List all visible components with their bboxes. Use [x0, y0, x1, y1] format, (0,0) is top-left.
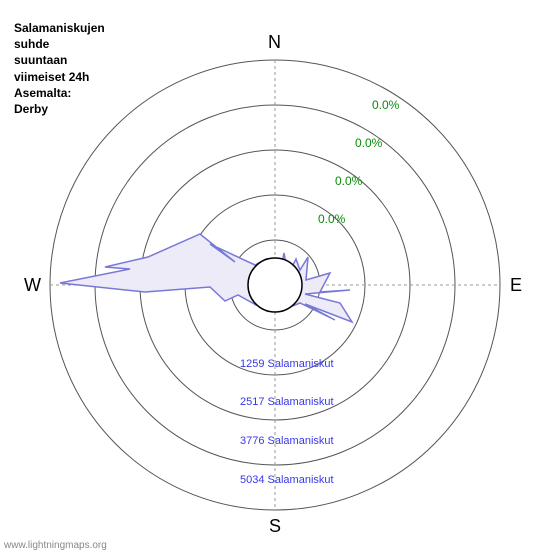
- percentage-label: 0.0%: [372, 98, 399, 112]
- chart-title: Salamaniskujen suhde suuntaan viimeiset …: [14, 20, 105, 117]
- title-line: suuntaan: [14, 53, 67, 67]
- compass-south: S: [269, 516, 281, 537]
- percentage-label: 0.0%: [335, 174, 362, 188]
- compass-east: E: [510, 275, 522, 296]
- percentage-label: 0.0%: [355, 136, 382, 150]
- title-line: suhde: [14, 37, 49, 51]
- title-line: Salamaniskujen: [14, 21, 105, 35]
- strike-count-label: 3776 Salamaniskut: [240, 435, 334, 447]
- percentage-label: 0.0%: [318, 212, 345, 226]
- compass-west: W: [24, 275, 41, 296]
- footer-credit: www.lightningmaps.org: [4, 540, 107, 551]
- title-line: Derby: [14, 102, 48, 116]
- strike-count-label: 5034 Salamaniskut: [240, 474, 334, 486]
- polar-chart-container: Salamaniskujen suhde suuntaan viimeiset …: [0, 0, 550, 550]
- title-line: Asemalta:: [14, 86, 71, 100]
- strike-count-label: 2517 Salamaniskut: [240, 396, 334, 408]
- center-circle: [248, 258, 302, 312]
- compass-north: N: [268, 32, 281, 53]
- title-line: viimeiset 24h: [14, 70, 89, 84]
- strike-count-label: 1259 Salamaniskut: [240, 358, 334, 370]
- wind-rose-polygon: [60, 234, 352, 322]
